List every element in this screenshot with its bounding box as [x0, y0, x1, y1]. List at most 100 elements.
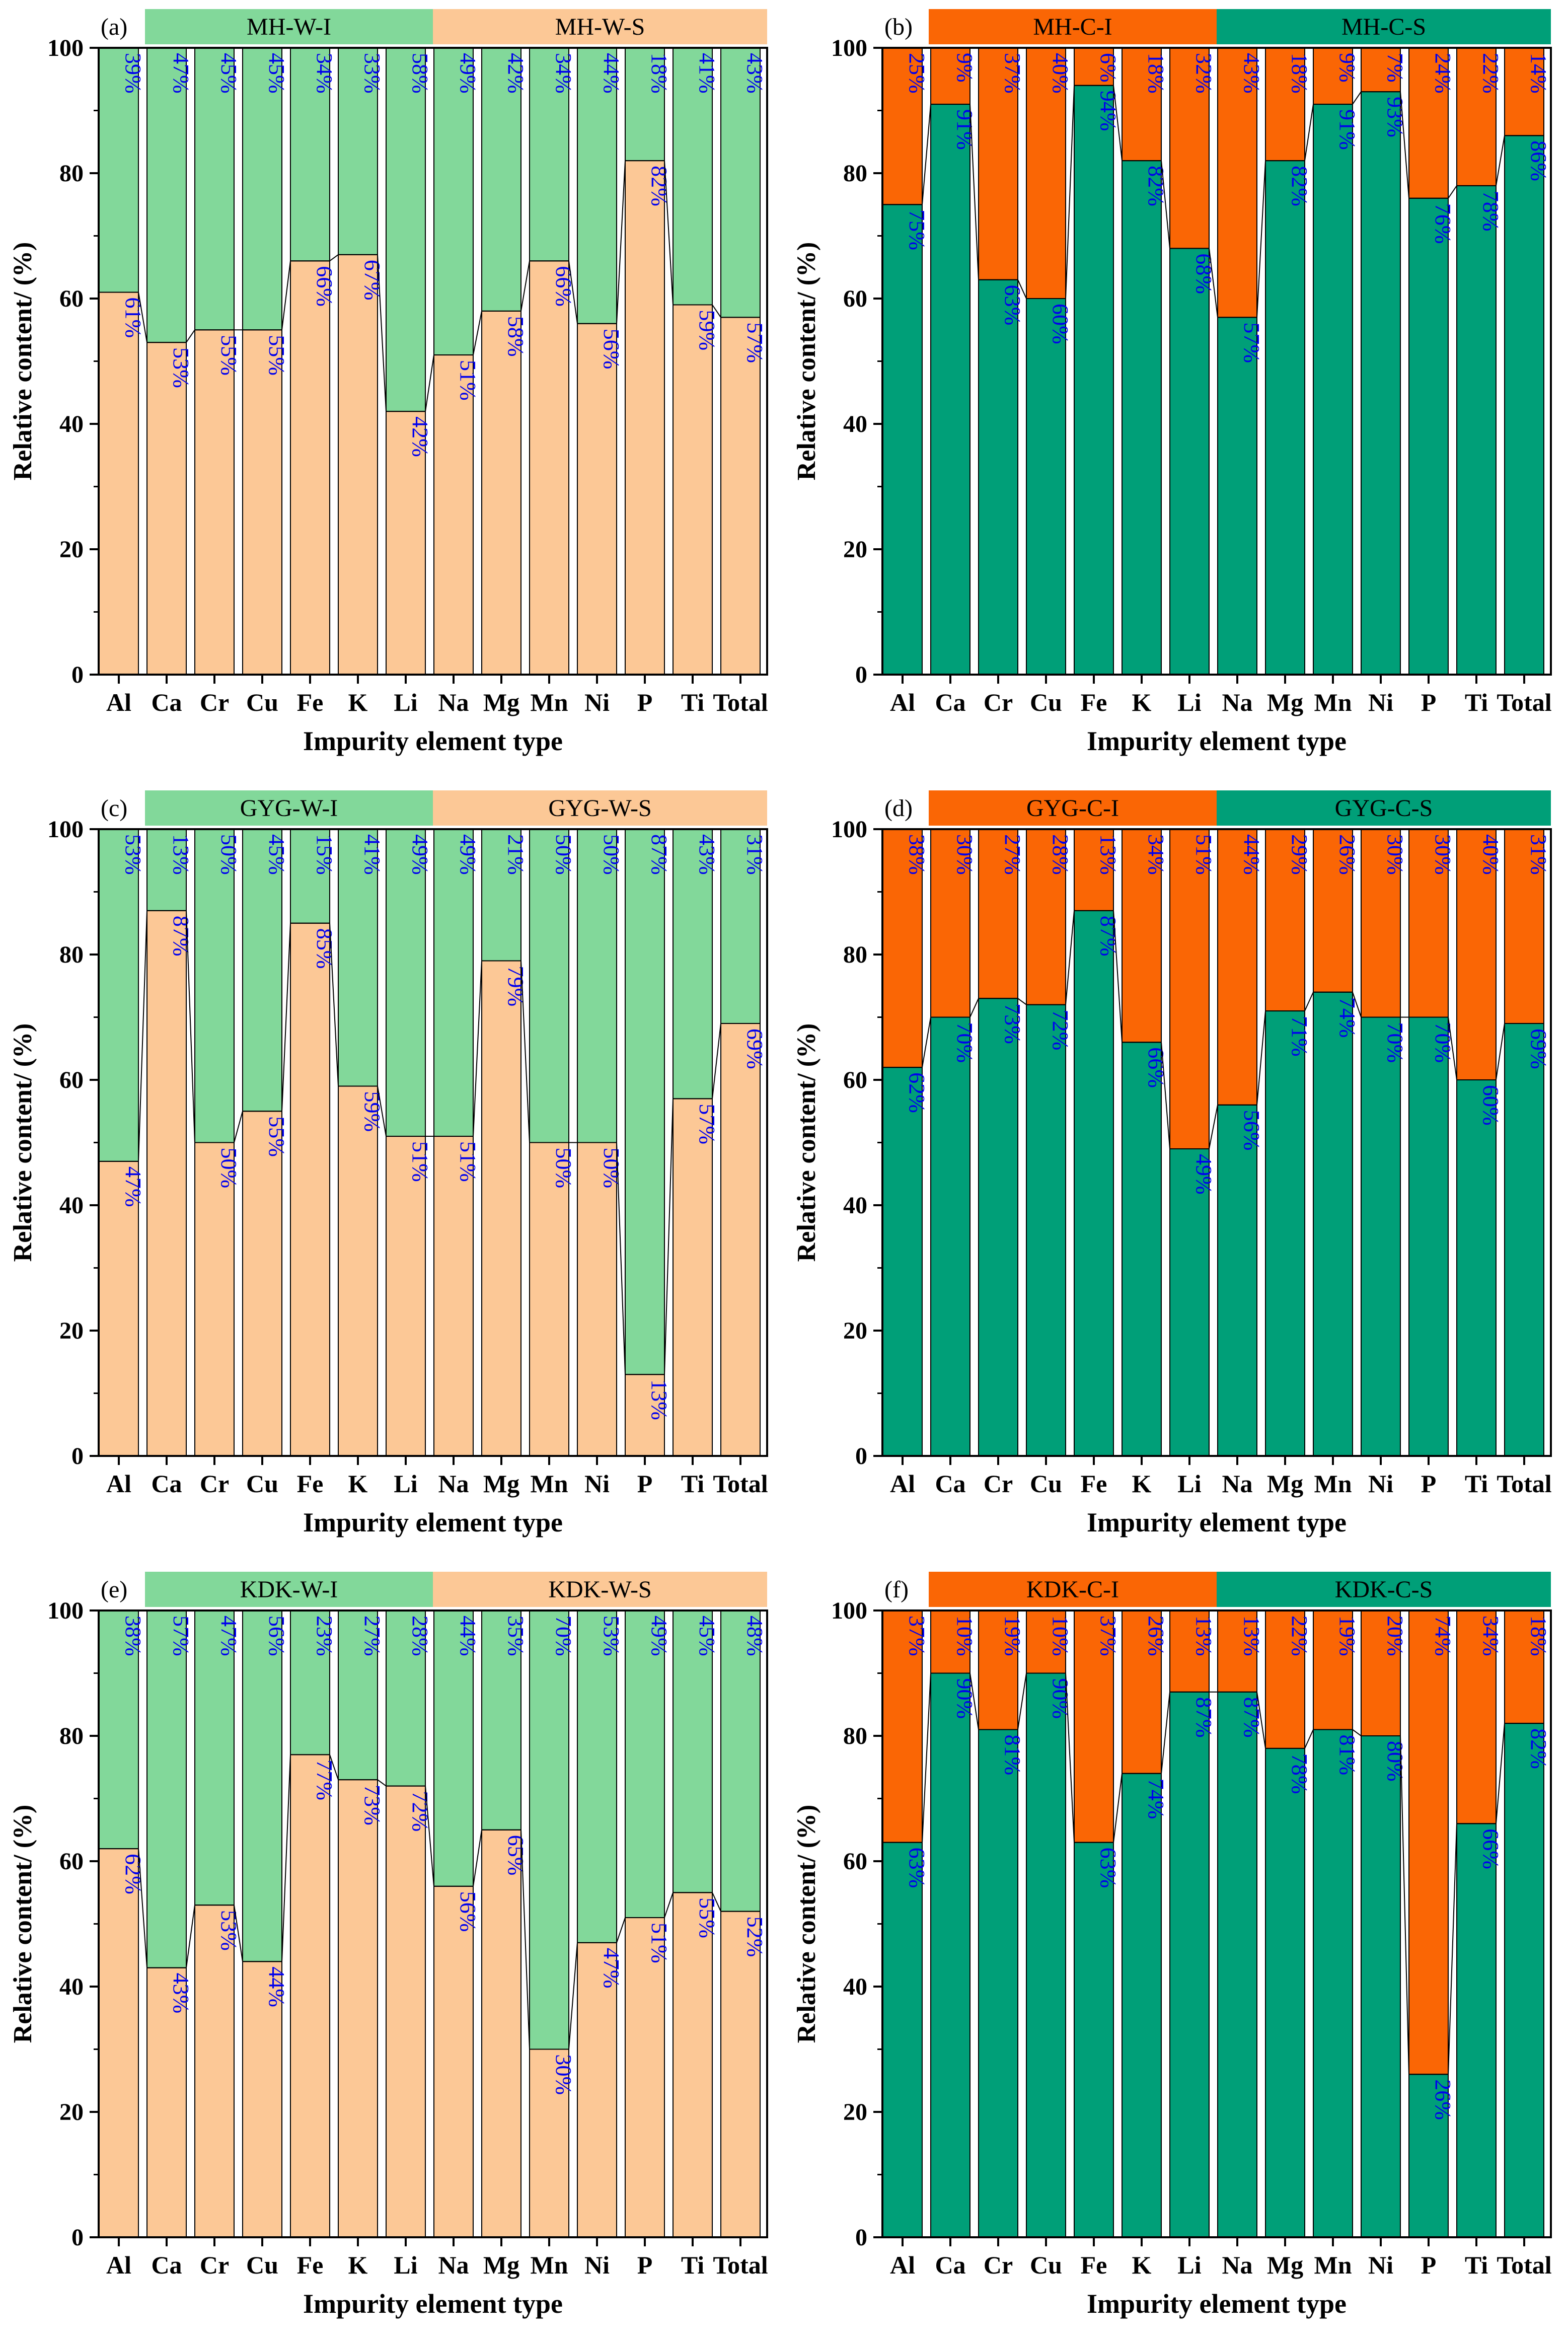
bar-bottom-k — [338, 254, 378, 676]
x-tick-label-cu: Cu — [246, 688, 278, 716]
bar-top-ti — [673, 829, 713, 1100]
bar-bottom-p — [625, 160, 665, 676]
x-tick-label-fe: Fe — [1081, 2251, 1107, 2279]
bar-bottom-ti — [673, 1098, 713, 1456]
x-tick-label-al: Al — [106, 2251, 131, 2279]
bar-bottom-mg — [1265, 1010, 1305, 1456]
y-tick-label-100: 100 — [47, 816, 84, 843]
y-tick-label-20: 20 — [59, 2099, 84, 2126]
y-tick-label-60: 60 — [843, 1067, 867, 1093]
x-tick-label-fe: Fe — [1081, 1470, 1107, 1498]
y-tick-label-0: 0 — [855, 2224, 867, 2251]
x-tick-label-ca: Ca — [935, 688, 965, 716]
label-bottom-ca: 43% — [169, 1973, 193, 2014]
bar-bottom-total — [1504, 135, 1544, 675]
y-tick-label-0: 0 — [855, 1443, 867, 1470]
y-tick-label-100: 100 — [831, 1597, 867, 1624]
chart-panel-d: GYG-C-I GYG-C-S (d) 62% 38% 70% 30% 73% 27% 72% 28… — [792, 790, 1552, 1537]
panel-letter: (e) — [101, 1576, 127, 1603]
label-bottom-total: 82% — [1526, 1728, 1551, 1769]
label-top-li: 32% — [1191, 53, 1216, 94]
x-tick-label-k: K — [1132, 1470, 1152, 1498]
label-top-li: 13% — [1191, 1616, 1216, 1656]
x-tick-label-mn: Mn — [1314, 688, 1352, 716]
bar-bottom-ca — [146, 1967, 187, 2238]
y-tick-label-100: 100 — [831, 35, 867, 61]
bar-top-li — [386, 829, 426, 1137]
y-axis-title: Relative content/ (%) — [792, 1805, 821, 2043]
label-top-ti: 22% — [1478, 53, 1503, 94]
label-top-p: 24% — [1431, 53, 1455, 94]
header-label-left: MH-C-I — [1033, 14, 1112, 40]
y-tick-label-20: 20 — [843, 2099, 867, 2126]
bar-top-mg — [1265, 1610, 1305, 1749]
label-bottom-p: 76% — [1431, 203, 1455, 244]
bar-bottom-cu — [1026, 1004, 1066, 1457]
x-tick-label-ca: Ca — [151, 2251, 182, 2279]
label-top-mg: 42% — [503, 53, 528, 94]
bar-top-ni — [577, 47, 617, 324]
bar-bottom-cr — [194, 1142, 235, 1456]
y-tick-label-40: 40 — [843, 411, 867, 437]
label-top-k: 34% — [1144, 834, 1168, 875]
bar-bottom-cr — [978, 279, 1018, 675]
x-tick-label-mn: Mn — [531, 1470, 568, 1498]
x-tick-label-p: P — [1421, 1470, 1437, 1498]
label-bottom-k: 59% — [360, 1091, 385, 1132]
label-top-ca: 10% — [952, 1616, 977, 1656]
label-top-al: 37% — [905, 1616, 929, 1656]
bar-top-mn — [529, 1610, 569, 2050]
x-tick-label-mg: Mg — [1267, 2251, 1303, 2279]
bar-bottom-total — [720, 1911, 761, 2238]
y-tick-label-40: 40 — [843, 1973, 867, 2000]
bar-bottom-p — [625, 1917, 665, 2238]
x-axis-title: Impurity element type — [303, 1507, 563, 1537]
bar-bottom-k — [338, 1779, 378, 2238]
label-top-total: 31% — [1526, 834, 1551, 875]
y-tick-label-80: 80 — [843, 160, 867, 187]
label-bottom-k: 74% — [1144, 1779, 1168, 1819]
x-tick-label-total: Total — [1497, 688, 1551, 716]
bar-top-total — [1504, 829, 1544, 1024]
bar-top-li — [386, 1610, 426, 1787]
y-tick-label-0: 0 — [855, 662, 867, 688]
y-tick-label-0: 0 — [71, 662, 84, 688]
label-top-mg: 29% — [1287, 834, 1312, 875]
label-bottom-fe: 87% — [1096, 916, 1121, 957]
x-tick-label-li: Li — [394, 2251, 417, 2279]
bar-bottom-mn — [529, 2048, 569, 2238]
x-tick-label-mg: Mg — [483, 1470, 519, 1498]
bar-bottom-mn — [1313, 991, 1353, 1456]
bar-top-fe — [290, 47, 330, 262]
header-block-left — [145, 790, 433, 826]
y-tick-label-40: 40 — [59, 411, 84, 437]
bar-top-fe — [290, 829, 330, 924]
label-top-mn: 50% — [551, 834, 576, 875]
bar-top-cu — [242, 1610, 282, 1962]
x-tick-label-ni: Ni — [1368, 1470, 1393, 1498]
y-tick-label-80: 80 — [59, 941, 84, 968]
label-top-cr: 47% — [216, 1616, 241, 1656]
label-bottom-fe: 77% — [312, 1760, 337, 1800]
label-top-k: 41% — [360, 834, 385, 875]
label-top-total: 48% — [742, 1616, 767, 1656]
bar-bottom-ni — [577, 323, 617, 675]
x-tick-label-fe: Fe — [297, 1470, 324, 1498]
bar-bottom-na — [1217, 1691, 1257, 2238]
label-bottom-mn: 81% — [1335, 1735, 1360, 1776]
label-bottom-li: 42% — [408, 416, 432, 457]
label-bottom-mg: 79% — [503, 966, 528, 1006]
bar-bottom-li — [386, 1785, 426, 2238]
x-tick-label-na: Na — [438, 688, 469, 716]
label-bottom-al: 61% — [121, 298, 145, 338]
header-block-left — [145, 9, 433, 44]
y-axis-title: Relative content/ (%) — [9, 1805, 37, 2043]
label-top-mn: 70% — [551, 1616, 576, 1656]
y-tick-label-100: 100 — [47, 35, 84, 61]
chart-panel-f: KDK-C-I KDK-C-S (f) 63% 37% 90% 10% 81% 19% 90% 10… — [792, 1572, 1552, 2319]
x-axis-title: Impurity element type — [1087, 1507, 1347, 1537]
bar-bottom-ni — [1361, 1016, 1401, 1456]
boundary-connector-line — [99, 910, 760, 1375]
header-label-right: GYG-C-S — [1335, 795, 1433, 822]
label-top-na: 44% — [1239, 834, 1264, 875]
